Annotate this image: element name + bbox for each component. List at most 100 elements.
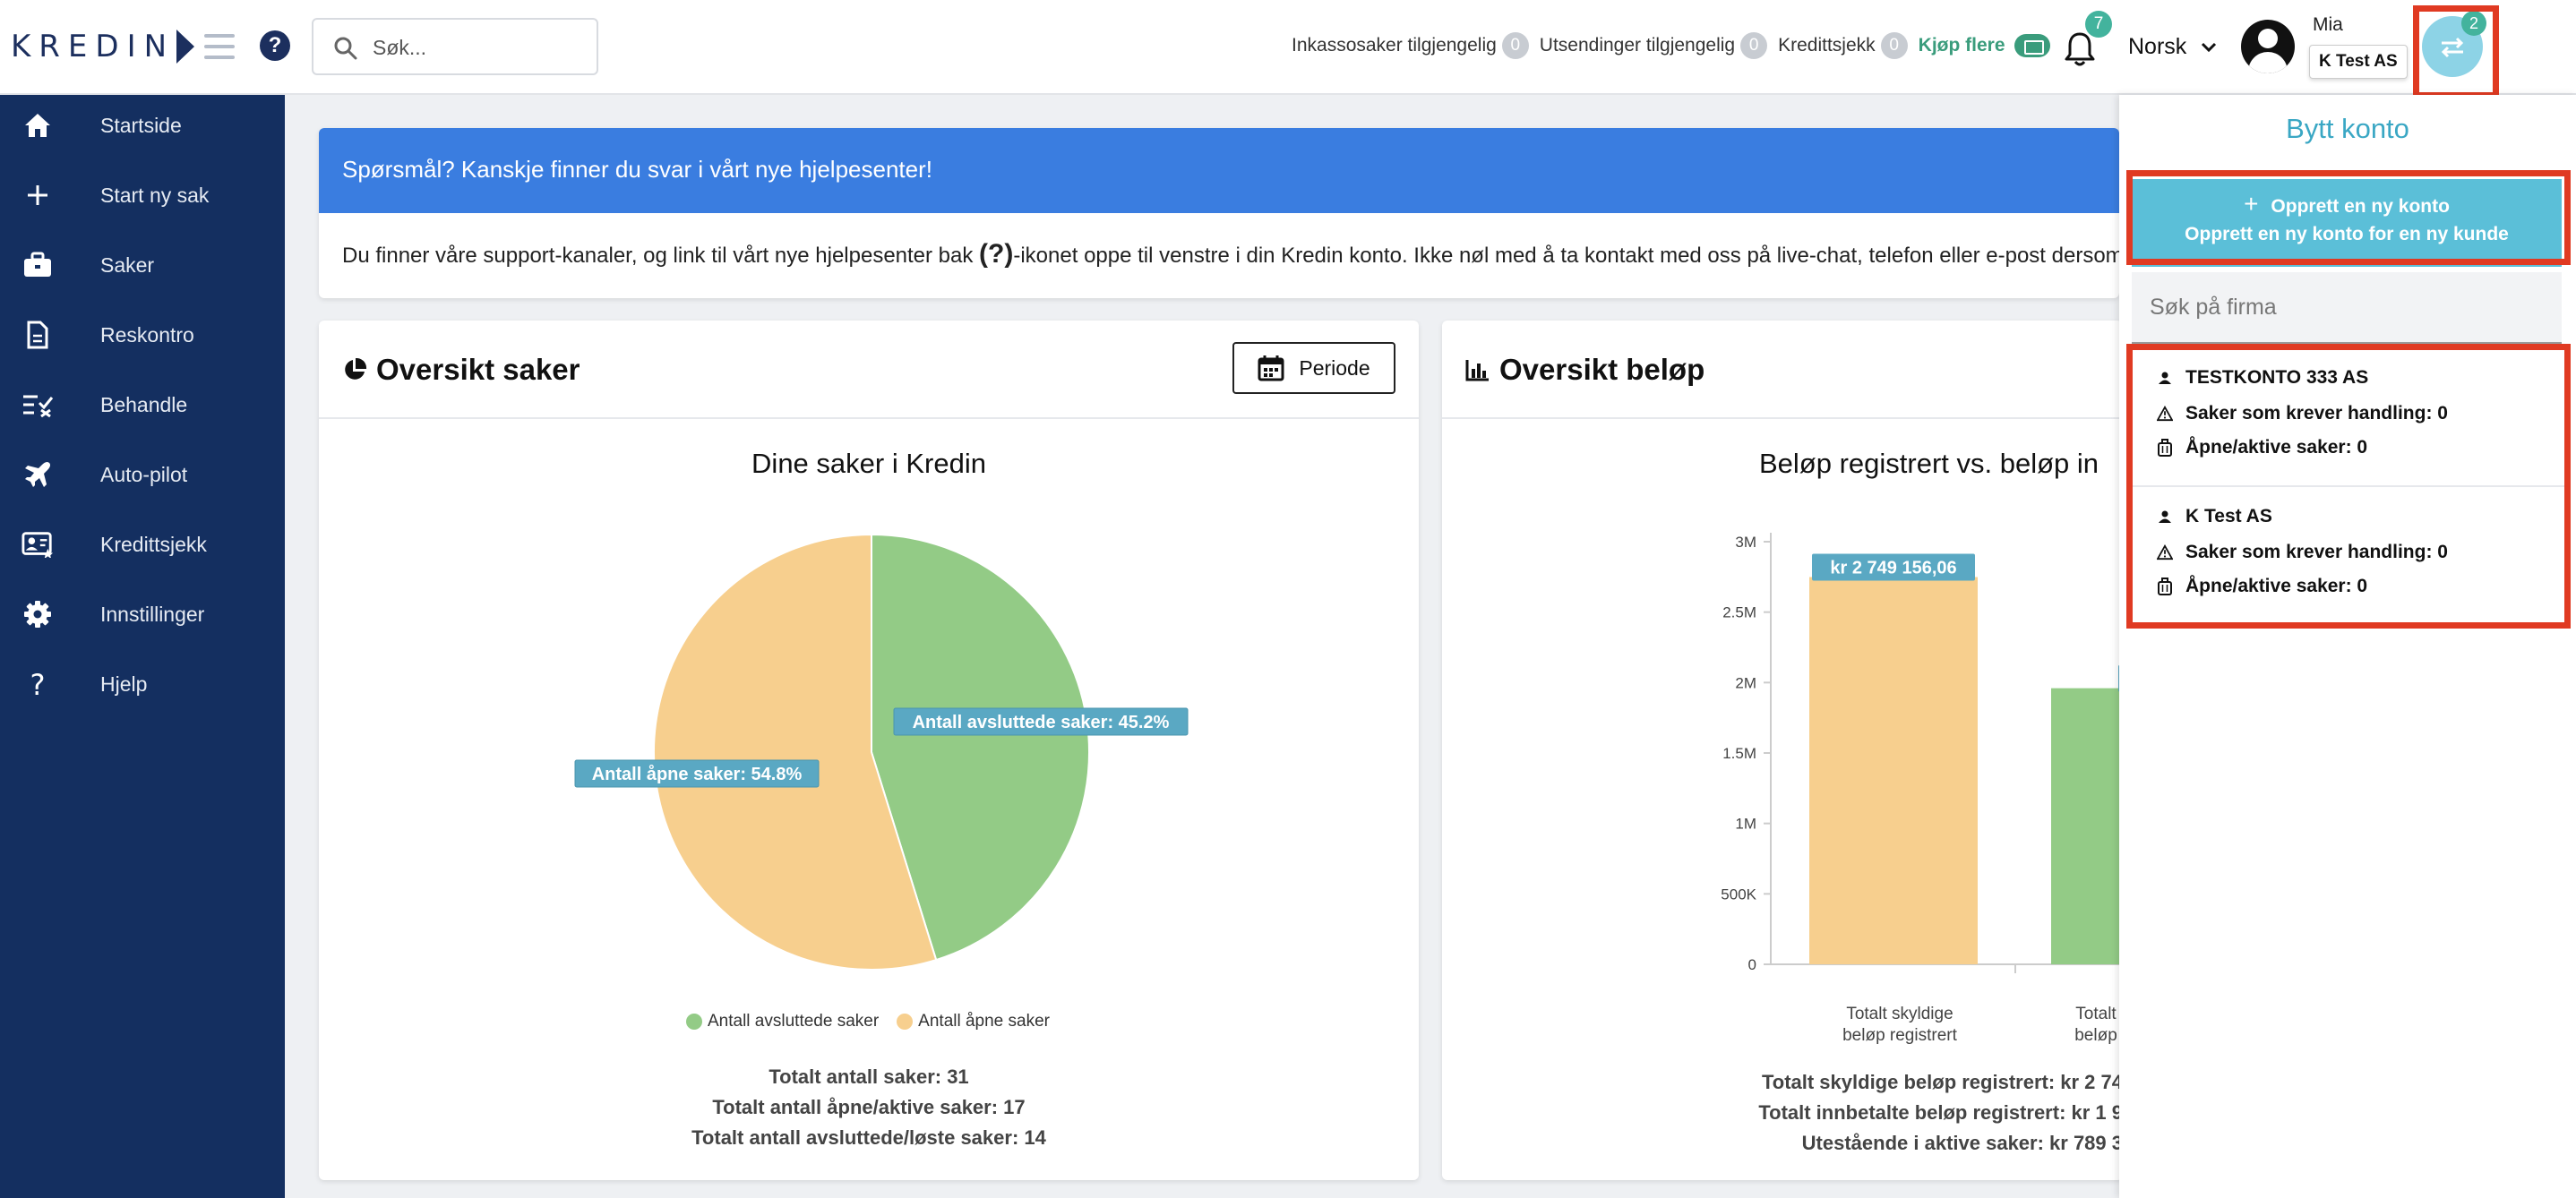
sidebar-item-startside[interactable]: Startside	[0, 98, 285, 152]
help-icon[interactable]: ?	[260, 30, 290, 61]
user-avatar[interactable]	[2241, 20, 2295, 73]
counter-collection-label: Inkassosaker tilgjengelig	[1292, 35, 1497, 56]
credit-card-icon	[2014, 34, 2050, 57]
y-tick-label: 2M	[1735, 674, 1756, 691]
sidebar-item-hjelp[interactable]: ? Hjelp	[0, 657, 285, 711]
svg-text:kr 2 749 156,06: kr 2 749 156,06	[1830, 558, 1956, 578]
period-button[interactable]: Periode	[1232, 342, 1395, 394]
kredin-logo[interactable]: KREDIN	[11, 29, 195, 64]
sidebar-item-label: Kredittsjekk	[100, 533, 207, 556]
buy-more-link[interactable]: Kjøp flere	[1919, 34, 2050, 57]
current-company-chip[interactable]: K Test AS	[2309, 45, 2408, 79]
search-box	[312, 18, 598, 75]
counter-creditcheck-label: Kredittsjekk	[1778, 35, 1876, 56]
pie-label-closed: Antall avsluttede saker: 45.2%	[893, 707, 1189, 736]
amounts-overview-header: Oversikt beløp	[1442, 321, 2123, 419]
sidebar-item-auto-pilot[interactable]: Auto-pilot	[0, 448, 285, 501]
search-icon	[334, 37, 357, 60]
sidebar-item-label: Auto-pilot	[100, 463, 188, 486]
chevron-down-icon	[2202, 42, 2217, 52]
cases-chart-legend: Antall avsluttede saker Antall åpne sake…	[686, 1012, 1068, 1031]
svg-text:Antall avsluttede saker: 45.2%: Antall avsluttede saker: 45.2%	[913, 713, 1170, 732]
checklist-icon	[21, 389, 54, 421]
cases-chart-title: Dine saker i Kredin	[751, 448, 986, 479]
account-item[interactable]: TESTKONTO 333 AS Saker som krever handli…	[2126, 349, 2567, 485]
svg-text:Antall åpne saker: 54.8%: Antall åpne saker: 54.8%	[592, 764, 803, 784]
search-input[interactable]	[373, 32, 588, 63]
amounts-totals: Totalt skyldige beløp registrert: kr 2 7…	[1442, 1067, 2123, 1159]
account-name: K Test AS	[2157, 506, 2272, 527]
cases-overview-title: Oversikt saker	[342, 353, 580, 387]
legend-item-closed[interactable]: Antall avsluttede saker	[686, 1012, 879, 1031]
buy-more-label: Kjøp flere	[1918, 35, 2005, 56]
calendar-icon	[1258, 355, 1284, 381]
cases-overview-card: Oversikt saker Periode Dine saker i Kred…	[319, 321, 1419, 1180]
language-select[interactable]: Norsk	[2128, 34, 2217, 60]
sidebar-item-label: Startside	[100, 114, 182, 137]
total-cases: Totalt antall saker: 31	[769, 1065, 969, 1088]
create-account-sub-label: Opprett en ny konto for en ny kunde	[2185, 224, 2509, 244]
home-icon	[21, 109, 54, 141]
sidebar-item-label: Start ny sak	[100, 184, 210, 207]
amounts-chart-title: Beløp registrert vs. beløp in	[1759, 448, 2099, 479]
banner-title: Spørsmål? Kanskje finner du svar i vårt …	[319, 128, 2119, 213]
briefcase-icon	[2158, 439, 2172, 457]
account-item[interactable]: K Test AS Saker som krever handling: 0 Å…	[2126, 488, 2567, 624]
counter-collection-value: 0	[1501, 32, 1529, 59]
gear-icon	[21, 598, 54, 630]
y-tick-label: 0	[1748, 956, 1756, 973]
total-paid-registered: Totalt innbetalte beløp registrert: kr 1…	[1758, 1101, 2123, 1124]
sidebar-item-label: Innstillinger	[100, 603, 205, 626]
sidebar-item-kredittsjekk[interactable]: Kredittsjekk	[0, 518, 285, 571]
logo-arrow-icon	[176, 30, 195, 64]
help-center-banner: Spørsmål? Kanskje finner du svar i vårt …	[319, 128, 2119, 298]
y-tick-label: 1M	[1735, 816, 1756, 833]
warning-icon	[2157, 406, 2173, 422]
pie-chart-icon	[345, 357, 367, 380]
create-account-label: + Opprett en ny konto	[2244, 190, 2450, 218]
briefcase-icon	[2158, 578, 2172, 595]
cases-pie-chart: Antall avsluttede saker: 45.2% Antall åpn…	[574, 533, 1189, 971]
legend-item-open[interactable]: Antall åpne saker	[897, 1012, 1050, 1031]
sidebar-item-start-ny-sak[interactable]: Start ny sak	[0, 168, 285, 222]
sidebar-item-innstillinger[interactable]: Innstillinger	[0, 587, 285, 641]
highlight-account-list	[2126, 344, 2571, 629]
plus-icon: +	[2244, 190, 2259, 218]
highlight-create-account	[2126, 170, 2571, 265]
person-icon	[2159, 372, 2171, 384]
y-tick-label: 2.5M	[1722, 604, 1756, 621]
bar-label-0: kr 2 749 156,06	[1812, 553, 1975, 581]
cases-overview-header: Oversikt saker Periode	[319, 321, 1419, 419]
cases-totals: Totalt antall saker: 31 Totalt antall åp…	[319, 1062, 1419, 1153]
firm-search-input[interactable]	[2132, 272, 2562, 344]
svg-text:?: ?	[30, 669, 46, 699]
sidebar-item-behandle[interactable]: Behandle	[0, 378, 285, 432]
total-closed-cases: Totalt antall avsluttede/løste saker: 14	[691, 1126, 1046, 1149]
notification-bell-icon[interactable]	[2062, 30, 2098, 68]
top-bar: KREDIN ? Inkassosaker tilgjengelig 0 Uts…	[0, 0, 2576, 95]
sidebar-item-label: Hjelp	[100, 672, 148, 696]
availability-counters: Inkassosaker tilgjengelig 0 Utsendinger …	[1292, 32, 2050, 59]
banner-help-symbol: (?)	[979, 239, 1014, 269]
bar-0[interactable]	[1809, 577, 1978, 964]
person-icon	[2159, 510, 2171, 523]
warning-icon	[2157, 544, 2173, 560]
menu-toggle-icon[interactable]	[204, 34, 235, 59]
sidebar-item-saker[interactable]: Saker	[0, 238, 285, 292]
swap-arrows-icon	[2441, 37, 2464, 58]
account-active-cases: Åpne/aktive saker: 0	[2157, 576, 2367, 597]
x-category-label: Totalt skyldige	[1846, 1005, 1953, 1023]
user-name: Mia	[2313, 14, 2343, 35]
create-account-button[interactable]: + Opprett en ny konto Opprett en ny konto…	[2132, 179, 2562, 267]
account-divider	[2126, 485, 2565, 487]
sidebar: Startside Start ny sak Saker Reskontro B…	[0, 95, 285, 1198]
bar-chart-icon	[1465, 360, 1489, 381]
sidebar-item-reskontro[interactable]: Reskontro	[0, 308, 285, 362]
bar-1[interactable]	[2051, 688, 2123, 964]
counter-dispatch-value: 0	[1740, 32, 1768, 59]
x-category-label: Totalt	[2075, 1005, 2117, 1023]
counter-dispatch-label: Utsendinger tilgjengelig	[1539, 35, 1736, 56]
question-icon: ?	[21, 668, 54, 700]
x-category-label: beløp registrert	[1842, 1026, 1957, 1045]
